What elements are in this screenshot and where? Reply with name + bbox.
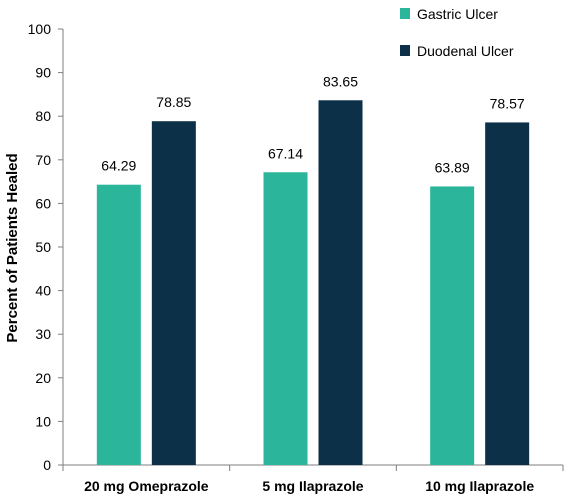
legend-swatch [400, 45, 410, 56]
x-tick-label: 10 mg Ilaprazole [425, 478, 534, 494]
y-tick-label: 30 [35, 326, 51, 342]
legend-label: Gastric Ulcer [417, 6, 498, 22]
x-tick-label: 5 mg Ilaprazole [262, 478, 363, 494]
bar-gastric-ulcer [430, 186, 475, 465]
y-tick-label: 40 [35, 283, 51, 299]
y-tick-label: 60 [35, 195, 51, 211]
data-label: 63.89 [435, 159, 470, 175]
y-tick-label: 0 [43, 457, 51, 473]
y-tick-label: 90 [35, 65, 51, 81]
legend-swatch [400, 8, 410, 19]
bar-duodenal-ulcer [318, 100, 363, 465]
bar-duodenal-ulcer [151, 121, 196, 466]
bar-duodenal-ulcer [485, 122, 530, 465]
y-tick-label: 50 [35, 239, 51, 255]
x-tick-label: 20 mg Omeprazole [84, 478, 209, 494]
data-label: 67.14 [268, 145, 303, 161]
y-axis-label: Percent of Patients Healed [4, 153, 21, 342]
data-label: 64.29 [101, 158, 136, 174]
bar-gastric-ulcer [96, 184, 141, 465]
legend-label: Duodenal Ulcer [417, 43, 514, 59]
y-tick-label: 80 [35, 108, 51, 124]
y-tick-label: 20 [35, 370, 51, 386]
y-tick-label: 10 [35, 413, 51, 429]
data-label: 78.85 [156, 94, 191, 110]
data-label: 83.65 [323, 73, 358, 89]
y-tick-label: 70 [35, 152, 51, 168]
data-label: 78.57 [490, 95, 525, 111]
bar-gastric-ulcer [263, 172, 308, 466]
y-tick-label: 100 [28, 21, 52, 37]
